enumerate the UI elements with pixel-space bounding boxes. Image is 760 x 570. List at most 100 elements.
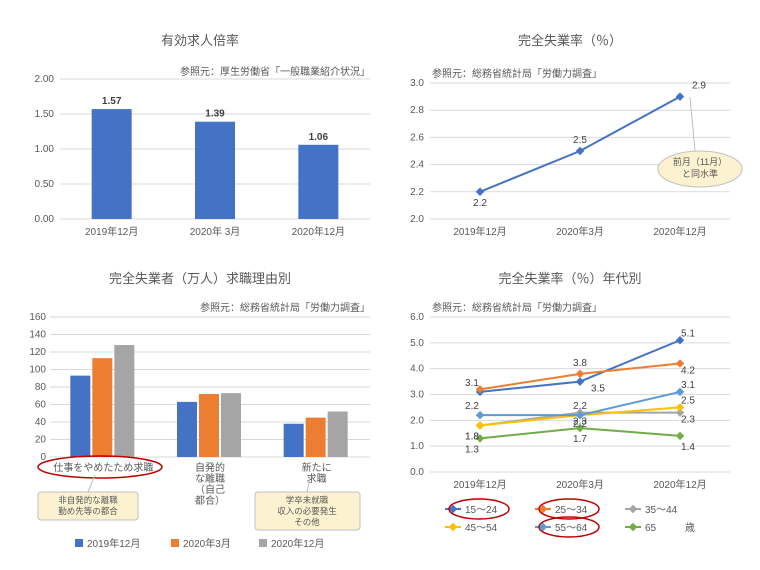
svg-text:2020年3月: 2020年3月 bbox=[183, 537, 231, 550]
svg-text:80: 80 bbox=[35, 382, 47, 393]
svg-text:その他: その他 bbox=[294, 517, 320, 527]
svg-text:3.5: 3.5 bbox=[591, 384, 605, 395]
bar bbox=[199, 394, 219, 457]
bar bbox=[306, 418, 326, 457]
svg-text:2.2: 2.2 bbox=[473, 198, 487, 209]
svg-text:（自己: （自己 bbox=[195, 483, 225, 496]
bar bbox=[92, 358, 112, 457]
multiline-age: 参照元：総務省統計局「労働力調査」 0.01.02.03.04.05.06.0 … bbox=[390, 287, 750, 557]
svg-text:3.0: 3.0 bbox=[410, 390, 424, 401]
svg-text:140: 140 bbox=[29, 330, 46, 341]
svg-text:都合）: 都合） bbox=[195, 494, 225, 507]
note-box-1: 非自発的な離職 勤め先等の都合 bbox=[38, 475, 138, 520]
chart-title: 有効求人倍率 bbox=[20, 30, 380, 49]
panel-unemp-age: 完全失業率（％）年代別 参照元：総務省統計局「労働力調査」 0.0 1.0 2.0 3… bbox=[390, 268, 750, 558]
bar bbox=[114, 345, 134, 457]
svg-text:0.00: 0.00 bbox=[35, 214, 55, 225]
svg-text:2020年12月: 2020年12月 bbox=[292, 225, 345, 238]
svg-text:1.06: 1.06 bbox=[309, 132, 329, 143]
svg-text:3.1: 3.1 bbox=[465, 378, 479, 389]
bar bbox=[221, 393, 241, 457]
svg-text:4.0: 4.0 bbox=[410, 364, 424, 375]
svg-text:2020年 3月: 2020年 3月 bbox=[190, 225, 241, 238]
chart-title: 完全失業率（％） bbox=[390, 30, 750, 49]
svg-text:1.57: 1.57 bbox=[102, 96, 122, 107]
svg-text:6.0: 6.0 bbox=[410, 312, 424, 323]
svg-text:60: 60 bbox=[35, 400, 47, 411]
svg-text:1.0: 1.0 bbox=[410, 441, 424, 452]
svg-text:5.0: 5.0 bbox=[410, 338, 424, 349]
svg-text:3.1: 3.1 bbox=[681, 380, 695, 391]
svg-text:2.00: 2.00 bbox=[35, 74, 55, 85]
svg-text:収入の必要発生: 収入の必要発生 bbox=[277, 506, 337, 516]
svg-text:2.2: 2.2 bbox=[465, 401, 479, 412]
bar bbox=[92, 109, 132, 219]
svg-text:5.1: 5.1 bbox=[681, 328, 695, 339]
svg-text:仕事をやめたため求職: 仕事をやめたため求職 bbox=[53, 461, 153, 474]
svg-text:2.0: 2.0 bbox=[410, 415, 424, 426]
svg-text:2.3: 2.3 bbox=[681, 415, 695, 426]
svg-text:2.6: 2.6 bbox=[410, 132, 424, 143]
svg-text:3.0: 3.0 bbox=[410, 78, 424, 89]
svg-text:35～44: 35～44 bbox=[645, 505, 678, 516]
svg-text:2.5: 2.5 bbox=[681, 395, 695, 406]
chart-title: 完全失業者（万人）求職理由別 bbox=[20, 268, 380, 287]
line-chart-unemp: 参照元：総務省統計局「労働力調査」 2.0 2.2 2.4 2.6 2.8 3.0 2.2… bbox=[390, 49, 750, 259]
svg-text:歳: 歳 bbox=[685, 522, 695, 534]
svg-text:2.0: 2.0 bbox=[410, 214, 424, 225]
svg-text:2019年12月: 2019年12月 bbox=[453, 225, 506, 238]
grouped-bar-reason: 参照元：総務省統計局「労働力調査」 020406080100120140160 … bbox=[20, 287, 380, 557]
panel-unemp-rate: 完全失業率（％） 参照元：総務省統計局「労働力調査」 2.0 2.2 2.4 2.6 2… bbox=[390, 30, 750, 260]
svg-text:20: 20 bbox=[35, 435, 47, 446]
legend: 2019年12月2020年3月2020年12月 bbox=[75, 537, 324, 550]
bar bbox=[284, 424, 304, 457]
svg-text:25～34: 25～34 bbox=[555, 505, 588, 516]
svg-text:自発的: 自発的 bbox=[195, 461, 225, 474]
chart-title: 完全失業率（％）年代別 bbox=[390, 268, 750, 287]
svg-text:2.4: 2.4 bbox=[410, 160, 424, 171]
svg-text:2020年3月: 2020年3月 bbox=[556, 478, 604, 491]
svg-text:100: 100 bbox=[29, 365, 46, 376]
bar bbox=[70, 376, 90, 457]
source-text: 参照元：総務省統計局「労働力調査」 bbox=[432, 301, 602, 314]
svg-text:1.4: 1.4 bbox=[681, 442, 695, 453]
svg-text:2019年12月: 2019年12月 bbox=[85, 225, 138, 238]
panel-unemp-reason: 完全失業者（万人）求職理由別 参照元：総務省統計局「労働力調査」 0204060… bbox=[20, 268, 380, 558]
svg-text:160: 160 bbox=[29, 312, 46, 323]
svg-text:0.0: 0.0 bbox=[410, 467, 424, 478]
bar-chart-ratio: 参照元：厚生労働省「一般職業紹介状況」 0.000.501.001.502.00… bbox=[20, 49, 380, 259]
svg-text:2.2: 2.2 bbox=[573, 419, 587, 430]
svg-text:1.3: 1.3 bbox=[465, 444, 479, 455]
svg-text:1.8: 1.8 bbox=[465, 432, 479, 443]
source-text: 参照元：厚生労働省「一般職業紹介状況」 bbox=[180, 65, 370, 78]
svg-text:1.50: 1.50 bbox=[35, 109, 55, 120]
panel-job-ratio: 有効求人倍率 参照元：厚生労働省「一般職業紹介状況」 0.000.501.001… bbox=[20, 30, 380, 260]
svg-text:40: 40 bbox=[35, 417, 47, 428]
svg-text:15～24: 15～24 bbox=[465, 505, 498, 516]
svg-text:2.9: 2.9 bbox=[692, 81, 706, 92]
svg-text:な離職: な離職 bbox=[195, 472, 225, 485]
bar bbox=[195, 122, 235, 219]
svg-text:65: 65 bbox=[645, 523, 657, 534]
svg-text:45～54: 45～54 bbox=[465, 523, 498, 534]
svg-text:4.2: 4.2 bbox=[681, 366, 695, 377]
source-text: 参照元：総務省統計局「労働力調査」 bbox=[200, 301, 370, 314]
svg-text:2020年12月: 2020年12月 bbox=[271, 537, 324, 550]
bar bbox=[328, 412, 348, 458]
svg-text:新たに: 新たに bbox=[302, 461, 332, 474]
svg-text:1.7: 1.7 bbox=[573, 434, 587, 445]
svg-text:と同水準: と同水準 bbox=[682, 168, 718, 179]
svg-text:2019年12月: 2019年12月 bbox=[453, 478, 506, 491]
svg-text:前月（11月）: 前月（11月） bbox=[673, 156, 727, 167]
svg-text:3.8: 3.8 bbox=[573, 358, 587, 369]
svg-text:120: 120 bbox=[29, 347, 46, 358]
svg-text:勤め先等の都合: 勤め先等の都合 bbox=[58, 506, 118, 516]
svg-text:2020年12月: 2020年12月 bbox=[653, 225, 706, 238]
svg-text:2.8: 2.8 bbox=[410, 105, 424, 116]
svg-text:2020年12月: 2020年12月 bbox=[653, 478, 706, 491]
svg-text:学卒未就職: 学卒未就職 bbox=[286, 495, 329, 505]
svg-text:0.50: 0.50 bbox=[35, 179, 55, 190]
svg-text:2.2: 2.2 bbox=[410, 187, 424, 198]
svg-text:2.5: 2.5 bbox=[573, 135, 587, 146]
source-text: 参照元：総務省統計局「労働力調査」 bbox=[432, 67, 602, 80]
